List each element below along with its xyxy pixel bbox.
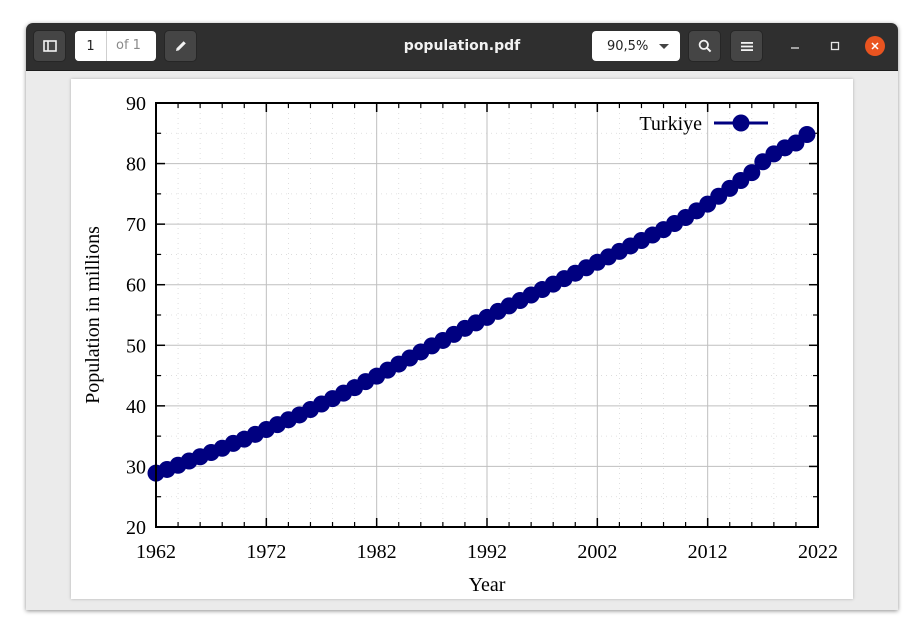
minimize-icon xyxy=(791,47,799,49)
y-tick-label: 20 xyxy=(126,517,146,539)
document-view[interactable]: 1962 1972 1982 1992 2002 2012 2022 20 30 40 50 60 70… xyxy=(26,71,898,610)
y-tick-label: 70 xyxy=(126,214,146,236)
series-turkiye xyxy=(147,125,816,482)
minimize-button[interactable] xyxy=(785,36,805,56)
tick-labels: 1962 1972 1982 1992 2002 2012 2022 20 30 40 50 60 70… xyxy=(126,93,838,563)
sidebar-toggle-icon xyxy=(42,40,57,52)
header-bar: of 1 population.pdf 90,5% xyxy=(26,23,898,71)
x-tick-label: 1972 xyxy=(246,541,286,563)
data-point xyxy=(743,164,761,182)
page-navigator: of 1 xyxy=(75,31,156,61)
legend-label: Turkiye xyxy=(639,113,702,135)
zoom-dropdown[interactable]: 90,5% xyxy=(592,31,680,61)
chevron-down-icon xyxy=(659,44,669,49)
document-title: population.pdf xyxy=(403,38,521,54)
y-tick-label: 60 xyxy=(126,275,146,297)
x-tick-label: 2022 xyxy=(798,541,838,563)
maximize-icon xyxy=(830,41,840,51)
x-tick-label: 1962 xyxy=(136,541,176,563)
zoom-level: 90,5% xyxy=(607,38,649,54)
hamburger-menu-icon xyxy=(740,41,753,51)
x-axis-label: Year xyxy=(469,574,506,596)
legend: Turkiye xyxy=(639,113,768,135)
y-axis-label: Population in millions xyxy=(82,226,104,404)
pdf-page: 1962 1972 1982 1992 2002 2012 2022 20 30 40 50 60 70… xyxy=(71,79,853,599)
major-grid xyxy=(156,103,818,527)
x-tick-label: 1982 xyxy=(357,541,397,563)
y-tick-label: 30 xyxy=(126,456,146,478)
y-tick-label: 40 xyxy=(126,396,146,418)
pencil-icon xyxy=(175,41,186,51)
pdf-viewer-window: of 1 population.pdf 90,5% xyxy=(26,23,898,610)
x-tick-label: 2012 xyxy=(688,541,728,563)
close-icon xyxy=(871,42,879,50)
y-tick-label: 80 xyxy=(126,154,146,176)
search-icon xyxy=(698,39,711,53)
close-button[interactable] xyxy=(865,36,885,56)
search-button[interactable] xyxy=(688,30,721,62)
annotate-button[interactable] xyxy=(164,30,197,62)
sidebar-toggle-button[interactable] xyxy=(33,30,66,62)
series-line xyxy=(155,133,808,475)
plot-frame xyxy=(155,102,819,528)
main-menu-button[interactable] xyxy=(730,30,763,62)
x-tick-label: 1992 xyxy=(467,541,507,563)
y-tick-label: 50 xyxy=(126,335,146,357)
y-tick-label: 90 xyxy=(126,93,146,115)
page-total-label: of 1 xyxy=(116,38,141,53)
population-chart: 1962 1972 1982 1992 2002 2012 2022 20 30 40 50 60 70… xyxy=(82,93,838,596)
page-number-input[interactable] xyxy=(75,31,107,61)
data-point xyxy=(798,125,816,143)
maximize-button[interactable] xyxy=(825,36,845,56)
legend-marker xyxy=(732,114,750,132)
x-tick-label: 2002 xyxy=(577,541,617,563)
